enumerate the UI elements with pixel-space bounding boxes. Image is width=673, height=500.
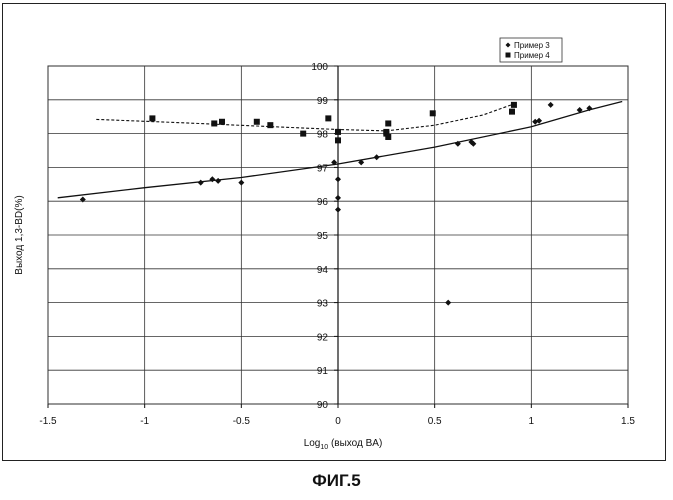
x-tick-label: 1: [529, 416, 535, 427]
point-example-4: [254, 119, 260, 125]
point-example-4: [149, 115, 155, 121]
point-example-4: [267, 122, 273, 128]
point-example-4: [325, 115, 331, 121]
x-tick-label: 1.5: [621, 416, 635, 427]
point-example-4: [219, 119, 225, 125]
point-example-4: [511, 102, 517, 108]
x-tick-label: 0: [335, 416, 341, 427]
point-example-4: [509, 109, 515, 115]
y-tick-label: 94: [317, 265, 329, 276]
y-tick-label: 92: [317, 332, 329, 343]
x-tick-label: -1: [140, 416, 149, 427]
y-tick-label: 99: [317, 96, 329, 107]
legend: Пример 3Пример 4: [500, 38, 562, 62]
point-example-4: [385, 120, 391, 126]
point-example-4: [430, 110, 436, 116]
figure-caption: ФИГ.5: [0, 471, 673, 491]
x-tick-label: 0.5: [428, 416, 442, 427]
y-tick-label: 90: [317, 400, 329, 411]
yield-scatter-chart: -1.5 -1 -0.5 0 0.5 1 1.5 90 91 92 93 94 95 96 97 98 99 1…: [0, 0, 673, 465]
point-example-4: [335, 137, 341, 143]
x-tick-label: -1.5: [39, 416, 57, 427]
y-tick-label: 98: [317, 130, 329, 141]
y-tick-label: 91: [317, 366, 329, 377]
y-tick-label: 95: [317, 231, 329, 242]
y-axis-label: Выход 1,3-BD(%): [14, 195, 25, 274]
point-example-4: [300, 131, 306, 137]
point-example-4: [385, 134, 391, 140]
x-tick-label: -0.5: [233, 416, 251, 427]
x-axis-ticks: -1.5 -1 -0.5 0 0.5 1 1.5: [39, 404, 635, 427]
y-tick-label: 96: [317, 197, 329, 208]
legend-entry-label: Пример 4: [514, 51, 550, 60]
legend-square-icon: [506, 53, 511, 58]
y-tick-label: 93: [317, 299, 329, 310]
y-tick-label: 100: [311, 62, 328, 73]
x-axis-label: Log10 (выход BA): [304, 438, 383, 451]
point-example-4: [211, 120, 217, 126]
y-tick-label: 97: [317, 163, 329, 174]
legend-entry-label: Пример 3: [514, 41, 550, 50]
